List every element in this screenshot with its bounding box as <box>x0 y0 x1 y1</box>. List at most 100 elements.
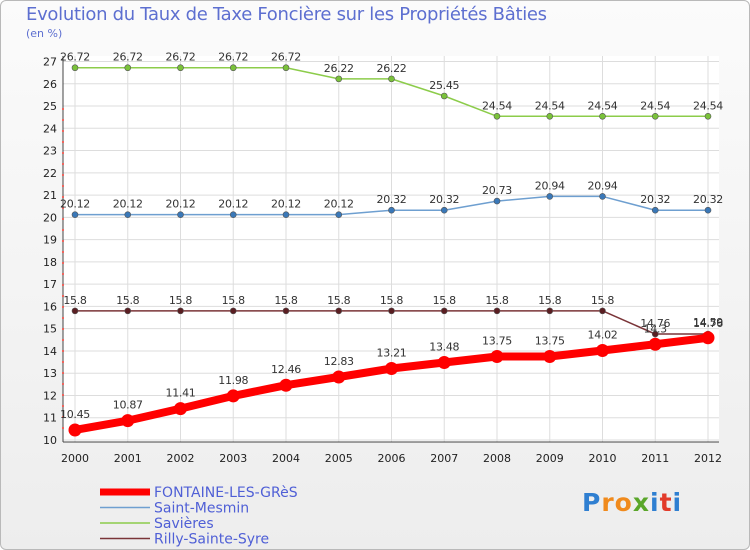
y-tick-label: 13 <box>43 367 57 380</box>
data-label: 20.94 <box>535 179 565 192</box>
x-tick-label: 2008 <box>483 452 511 465</box>
data-label: 20.32 <box>693 193 723 206</box>
data-point <box>68 423 82 437</box>
data-label: 25.45 <box>429 79 459 92</box>
x-tick-label: 2002 <box>167 452 195 465</box>
data-point <box>701 331 715 345</box>
data-point <box>546 307 554 315</box>
data-point <box>177 211 184 218</box>
data-point <box>651 112 659 120</box>
y-tick-label: 15 <box>43 323 57 336</box>
data-point <box>596 343 609 357</box>
data-point <box>543 350 557 364</box>
data-point <box>177 307 184 315</box>
x-tick-label: 2010 <box>589 452 617 465</box>
data-label: 14.02 <box>588 328 618 341</box>
data-label: 15.8 <box>538 294 562 307</box>
data-point <box>124 211 132 218</box>
y-tick-label: 19 <box>43 234 57 247</box>
x-tick-label: 2005 <box>325 452 353 465</box>
data-point <box>124 307 132 315</box>
data-point <box>440 92 448 100</box>
y-tick-label: 14 <box>43 345 57 358</box>
proxiti-logo: Proxiti <box>582 488 682 517</box>
legend-label: Rilly-Sainte-Syre <box>154 532 269 548</box>
data-point <box>546 112 554 120</box>
y-tick-label: 23 <box>43 145 57 158</box>
data-point <box>124 64 132 72</box>
data-point <box>71 211 79 218</box>
y-tick-label: 18 <box>43 256 57 269</box>
unit-label: (en %) <box>26 27 63 40</box>
data-label: 24.54 <box>640 99 670 112</box>
x-tick-label: 2007 <box>430 452 458 465</box>
data-label: 15.8 <box>222 294 246 307</box>
data-point <box>546 193 554 200</box>
data-label: 20.12 <box>166 198 196 211</box>
data-point <box>388 75 395 83</box>
data-label: 20.32 <box>640 193 670 206</box>
x-tick-label: 2001 <box>114 452 142 465</box>
data-label: 24.54 <box>588 99 618 112</box>
legend-label: FONTAINE-LES-GRèS <box>154 485 298 501</box>
y-tick-label: 16 <box>43 300 57 313</box>
data-point <box>335 211 343 218</box>
data-label: 26.72 <box>271 51 301 64</box>
data-label: 20.12 <box>218 198 248 211</box>
data-point <box>279 378 293 392</box>
data-point <box>226 389 240 403</box>
data-label: 26.22 <box>324 62 354 75</box>
data-label: 20.73 <box>482 184 512 197</box>
data-label: 12.46 <box>271 363 301 376</box>
data-label: 26.72 <box>166 51 196 64</box>
data-point <box>599 307 606 315</box>
x-tick-label: 2000 <box>61 452 89 465</box>
data-label: 15.8 <box>591 294 615 307</box>
data-label: 13.48 <box>429 341 459 354</box>
data-label: 24.54 <box>535 99 565 112</box>
data-point <box>177 64 184 72</box>
y-tick-label: 26 <box>43 78 57 91</box>
x-tick-label: 2004 <box>272 452 300 465</box>
data-point <box>229 64 237 72</box>
data-point <box>282 64 290 72</box>
data-point <box>229 211 237 218</box>
y-tick-label: 10 <box>43 434 57 447</box>
data-point <box>651 206 659 214</box>
y-tick-label: 20 <box>43 211 57 224</box>
data-point <box>388 307 395 315</box>
data-point <box>440 307 448 315</box>
data-point <box>174 402 187 416</box>
data-label: 11.41 <box>166 387 196 400</box>
data-point <box>71 307 79 315</box>
data-label: 12.83 <box>324 355 354 368</box>
data-point <box>229 307 237 315</box>
data-point <box>385 362 398 376</box>
data-point <box>282 211 290 218</box>
data-label: 13.75 <box>482 335 512 348</box>
y-tick-label: 25 <box>43 100 57 113</box>
data-point <box>704 112 712 120</box>
data-label: 20.12 <box>113 198 143 211</box>
data-point <box>704 206 712 214</box>
data-point <box>493 197 501 205</box>
data-point <box>335 307 343 315</box>
data-label: 14.59 <box>693 316 723 329</box>
x-tick-label: 2012 <box>694 452 722 465</box>
data-label: 14.76 <box>693 317 723 330</box>
data-label: 10.87 <box>113 399 143 412</box>
x-tick-label: 2011 <box>641 452 669 465</box>
logo-letter: P <box>582 488 602 517</box>
y-tick-label: 22 <box>43 167 57 180</box>
data-label: 26.72 <box>113 51 143 64</box>
data-label: 24.54 <box>693 99 723 112</box>
data-label: 14.3 <box>644 322 668 335</box>
data-label: 20.12 <box>271 198 301 211</box>
data-label: 20.12 <box>60 198 90 211</box>
data-label: 15.8 <box>380 294 404 307</box>
legend-label: Saint-Mesmin <box>154 501 249 517</box>
data-point <box>437 356 451 370</box>
logo-letter: i <box>672 488 683 517</box>
data-label: 15.8 <box>116 294 140 307</box>
